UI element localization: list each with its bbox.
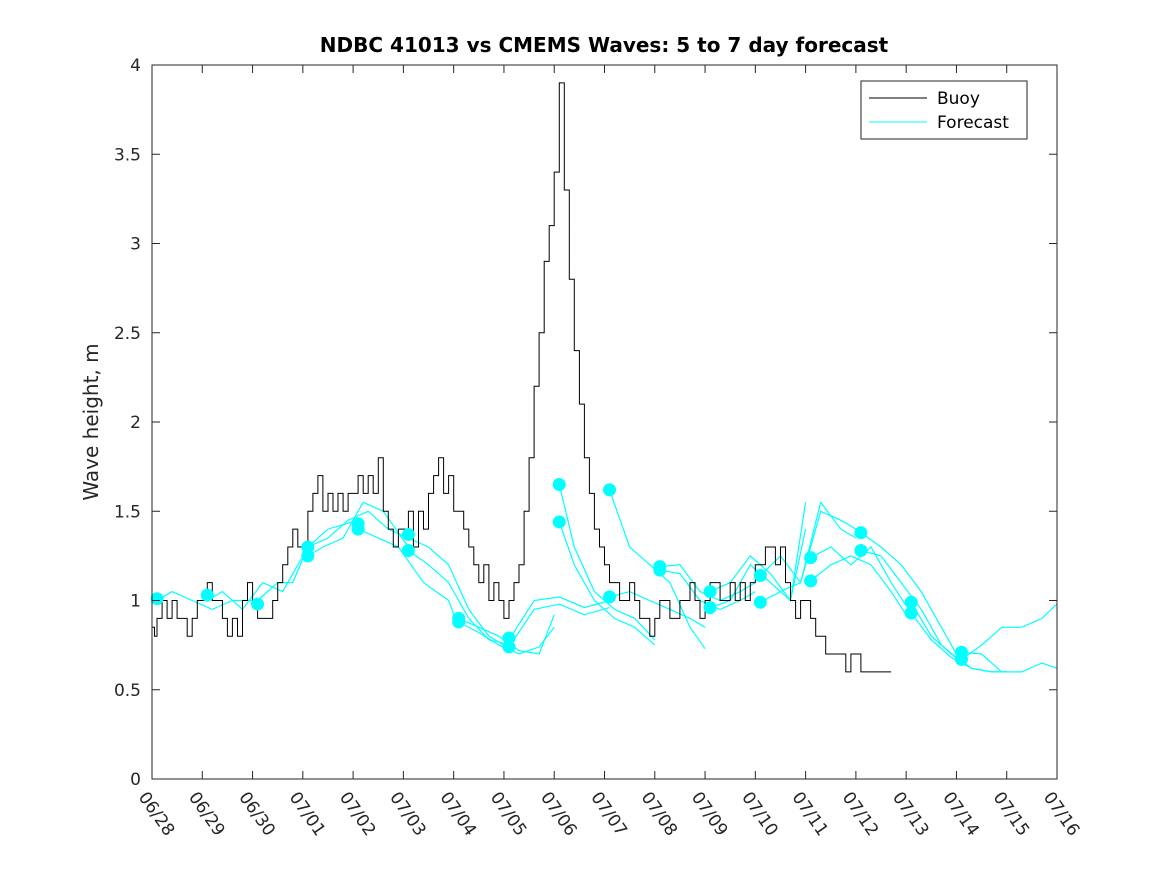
forecast-marker [854,544,868,558]
y-tick-label: 2.5 [114,324,141,344]
forecast-marker [351,522,365,536]
forecast-line-14 [558,521,656,646]
forecast-line-21 [759,510,857,584]
forecast-marker [753,569,767,583]
forecast-line-25 [860,532,957,655]
forecast-marker [200,588,214,602]
y-tick-label: 1 [130,592,141,612]
forecast-line-5 [307,510,409,548]
y-tick-label: 1.5 [114,502,141,522]
y-axis-label: Wave height, m [79,343,103,500]
forecast-marker [301,549,315,563]
y-tick-label: 2 [130,413,141,433]
forecast-marker [804,574,818,588]
legend-buoy-label: Buoy [937,89,980,109]
forecast-line-22 [760,500,857,603]
forecast-marker [703,601,717,615]
forecast-marker [552,515,566,529]
forecast-marker [904,606,918,620]
forecast-marker [251,597,265,611]
plot-area [152,65,1057,779]
forecast-line-30 [961,603,1058,660]
y-tick-label: 0 [130,770,141,790]
forecast-marker [502,640,516,654]
forecast-line-6 [357,528,460,628]
forecast-line-3 [257,519,359,601]
forecast-marker [854,526,868,540]
legend: Buoy Forecast [860,80,1028,140]
forecast-line-24 [810,555,907,616]
forecast-marker [401,527,415,541]
y-tick-label: 3 [130,235,141,255]
legend-box [860,80,1028,140]
forecast-marker [904,595,918,609]
buoy-line [152,82,892,673]
forecast-marker [452,615,466,629]
forecast-marker [301,540,315,554]
y-tick-label: 0.5 [114,681,141,701]
forecast-line-1 [156,590,253,611]
forecast-line-7 [408,537,505,646]
forecast-marker [552,477,566,491]
forecast-marker [703,585,717,599]
forecast-line-11 [508,596,610,641]
forecast-marker [753,595,767,609]
y-tick-label: 4 [130,56,141,76]
chart-title: NDBC 41013 vs CMEMS Waves: 5 to 7 day fo… [320,33,889,57]
forecast-line-12 [508,603,610,648]
y-tick-label: 3.5 [114,145,141,165]
series-layer [150,82,1058,673]
forecast-line-29 [961,651,1058,673]
forecast-marker [653,563,667,577]
forecast-marker [603,590,617,604]
forecast-marker [804,551,818,565]
forecast-marker [401,544,415,558]
forecast-marker [603,483,617,497]
legend-forecast-label: Forecast [937,113,1009,133]
forecast-marker [954,652,968,666]
forecast-marker [150,592,164,606]
forecast-marker [502,631,516,645]
